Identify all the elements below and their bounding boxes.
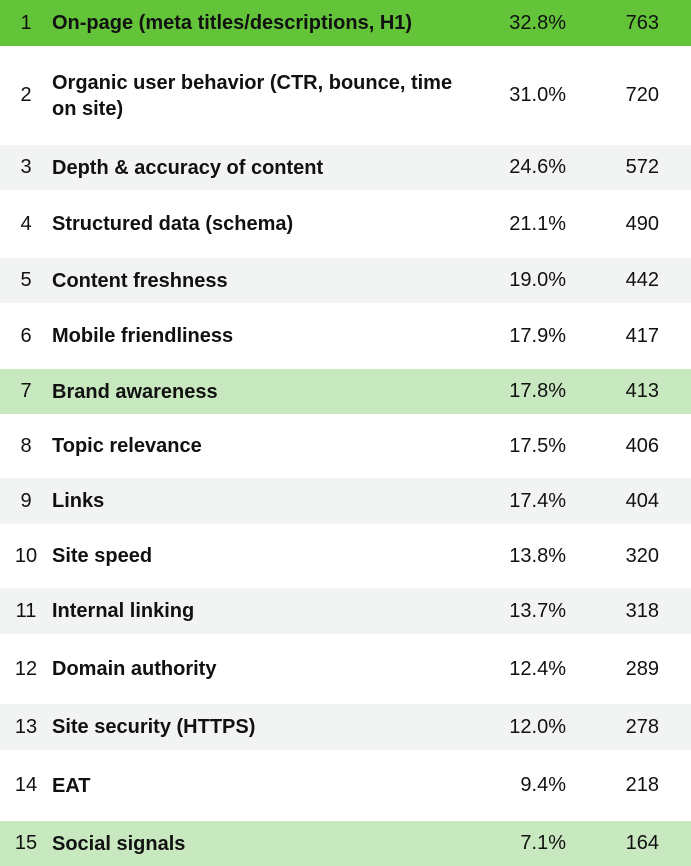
rank-cell: 4 — [20, 212, 32, 235]
count-cell: 572 — [625, 156, 659, 178]
factor-cell: Mobile friendliness — [52, 325, 234, 347]
count-cell: 318 — [625, 599, 659, 622]
table-row: 10 Site speed 13.8% 320 — [0, 524, 691, 588]
factor-cell: Organic user behavior (CTR, bounce, time… — [52, 71, 453, 120]
count-cell: 442 — [625, 269, 659, 291]
table-row: 11 Internal linking 13.7% 318 — [0, 588, 691, 634]
rank-cell: 10 — [14, 544, 38, 567]
table-row: 12 Domain authority 12.4% 289 — [0, 634, 691, 704]
count-cell: 413 — [625, 380, 659, 402]
factor-cell: Structured data (schema) — [52, 213, 294, 235]
percent-cell: 17.4% — [509, 489, 566, 512]
factor-cell: Domain authority — [52, 658, 217, 680]
count-cell: 720 — [625, 84, 659, 106]
factor-cell: Topic relevance — [52, 435, 202, 457]
factor-cell: On-page (meta titles/descriptions, H1) — [52, 12, 413, 34]
table-row: 2 Organic user behavior (CTR, bounce, ti… — [0, 46, 691, 145]
factor-cell: Internal linking — [52, 600, 195, 622]
percent-cell: 31.0% — [509, 84, 566, 106]
table-row: 4 Structured data (schema) 21.1% 490 — [0, 190, 691, 258]
rank-cell: 9 — [20, 489, 32, 512]
table-row: 6 Mobile friendliness 17.9% 417 — [0, 303, 691, 369]
percent-cell: 12.0% — [509, 715, 566, 738]
percent-cell: 9.4% — [520, 774, 566, 796]
table-row: 15 Social signals 7.1% 164 — [0, 821, 691, 866]
factor-cell: Links — [52, 490, 105, 512]
rank-cell: 14 — [14, 774, 38, 796]
count-cell: 289 — [625, 657, 659, 680]
rank-cell: 1 — [20, 11, 32, 34]
table-row: 13 Site security (HTTPS) 12.0% 278 — [0, 704, 691, 750]
rank-cell: 11 — [15, 599, 37, 622]
table-row: 8 Topic relevance 17.5% 406 — [0, 414, 691, 478]
factor-cell: Content freshness — [52, 269, 228, 292]
factor-cell: Site speed — [52, 545, 153, 567]
count-cell: 404 — [625, 489, 659, 512]
count-cell: 218 — [625, 774, 659, 796]
count-cell: 320 — [625, 544, 659, 567]
factor-cell: EAT — [52, 774, 91, 797]
percent-cell: 21.1% — [509, 212, 566, 235]
percent-cell: 24.6% — [509, 156, 566, 178]
table-row: 3 Depth & accuracy of content 24.6% 572 — [0, 145, 691, 190]
rank-cell: 5 — [20, 269, 32, 291]
percent-cell: 32.8% — [509, 11, 566, 34]
count-cell: 406 — [625, 434, 659, 457]
rank-cell: 8 — [20, 434, 32, 457]
rank-cell: 7 — [20, 380, 32, 402]
count-cell: 278 — [625, 715, 659, 738]
percent-cell: 12.4% — [509, 657, 566, 680]
rank-cell: 6 — [20, 324, 32, 347]
percent-cell: 13.8% — [509, 544, 566, 567]
table-row: 7 Brand awareness 17.8% 413 — [0, 369, 691, 414]
rank-cell: 13 — [14, 715, 38, 738]
percent-cell: 13.7% — [509, 599, 566, 622]
count-cell: 164 — [625, 832, 659, 854]
percent-cell: 7.1% — [520, 832, 566, 854]
factor-cell: Brand awareness — [52, 380, 218, 403]
count-cell: 763 — [625, 11, 659, 34]
percent-cell: 17.9% — [509, 324, 566, 347]
table-row: 9 Links 17.4% 404 — [0, 478, 691, 524]
table-row: 1 On-page (meta titles/descriptions, H1)… — [0, 0, 691, 46]
factor-cell: Site security (HTTPS) — [52, 716, 256, 738]
rank-cell: 2 — [20, 84, 32, 106]
percent-cell: 19.0% — [509, 269, 566, 291]
count-cell: 417 — [625, 324, 659, 347]
percent-cell: 17.5% — [509, 434, 566, 457]
count-cell: 490 — [625, 212, 659, 235]
rank-cell: 3 — [20, 156, 32, 178]
rank-cell: 12 — [14, 657, 38, 680]
table-row: 14 EAT 9.4% 218 — [0, 750, 691, 821]
rank-cell: 15 — [14, 832, 38, 854]
factor-cell: Depth & accuracy of content — [52, 156, 324, 179]
factor-cell: Social signals — [52, 832, 186, 855]
percent-cell: 17.8% — [509, 380, 566, 402]
table-row: 5 Content freshness 19.0% 442 — [0, 258, 691, 303]
